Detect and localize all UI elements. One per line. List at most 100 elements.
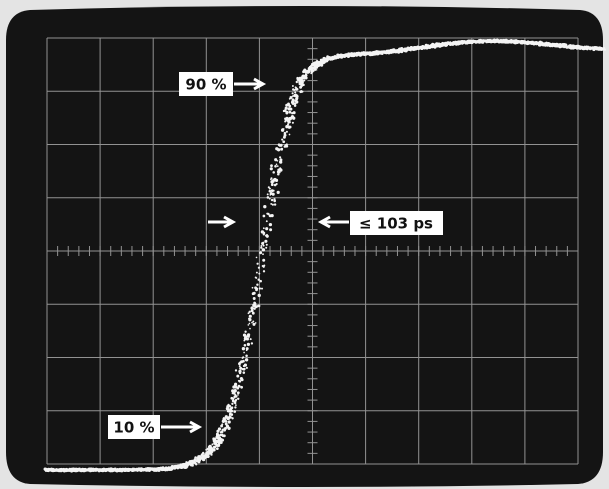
trace-dot xyxy=(234,402,236,404)
trace-dot xyxy=(244,337,247,340)
trace-dot xyxy=(266,234,268,236)
trace-dot xyxy=(248,336,250,338)
trace-dot xyxy=(344,54,347,57)
trace-dot xyxy=(197,459,200,462)
trace-dot xyxy=(598,48,600,50)
trace-dot xyxy=(263,215,266,218)
trace-dot xyxy=(265,247,267,249)
trace-dot xyxy=(213,440,216,443)
label: 10 % xyxy=(113,419,154,437)
trace-dot xyxy=(251,342,253,344)
trace-dot xyxy=(55,470,57,472)
trace-dot xyxy=(276,163,278,165)
trace-dot xyxy=(235,404,237,406)
trace-dot xyxy=(287,120,290,123)
trace-dot xyxy=(555,46,557,48)
trace-dot xyxy=(133,469,135,471)
trace-dot xyxy=(413,47,416,50)
trace-dot xyxy=(292,85,294,87)
trace-dot xyxy=(261,242,264,245)
trace-dot xyxy=(380,51,383,54)
label: ≤ 103 ps xyxy=(359,215,433,233)
trace-dot xyxy=(275,147,278,150)
trace-dot xyxy=(284,132,287,135)
trace-dot xyxy=(239,365,241,367)
trace-dot xyxy=(287,123,289,125)
trace-dot xyxy=(334,55,336,57)
trace-dot xyxy=(149,467,152,470)
trace-dot xyxy=(249,323,251,325)
trace-dot xyxy=(486,39,489,42)
trace-dot xyxy=(244,344,247,347)
trace-dot xyxy=(247,343,250,346)
trace-dot xyxy=(231,414,233,416)
trace-dot xyxy=(71,468,74,471)
trace-dot xyxy=(243,334,246,337)
trace-dot xyxy=(253,302,256,305)
trace-dot xyxy=(157,467,160,470)
trace-dot xyxy=(340,54,342,56)
trace-dot xyxy=(355,54,357,56)
trace-dot xyxy=(238,362,241,365)
trace-dot xyxy=(521,42,523,44)
trace-dot xyxy=(211,443,213,445)
trace-dot xyxy=(231,403,233,405)
trace-dot xyxy=(461,41,463,43)
trace-dot xyxy=(140,468,143,471)
trace-dot xyxy=(600,47,602,49)
trace-dot xyxy=(252,293,255,296)
trace-dot xyxy=(286,131,288,133)
trace-dot xyxy=(217,444,220,447)
trace-dot xyxy=(201,453,204,456)
trace-dot xyxy=(263,227,265,229)
page: 90 % 10 % ≤ 103 ps (() => { const data =… xyxy=(0,0,609,489)
trace-dot xyxy=(365,53,367,55)
trace-dot xyxy=(292,98,295,101)
trace-dot xyxy=(61,469,64,472)
trace-dot xyxy=(229,405,232,408)
trace-dot xyxy=(269,190,272,193)
trace-dot xyxy=(247,324,249,326)
trace-dot xyxy=(559,45,562,48)
trace-dot xyxy=(213,449,216,452)
trace-dot xyxy=(67,469,69,471)
trace-dot xyxy=(269,188,271,190)
trace-dot xyxy=(272,171,275,174)
trace-dot xyxy=(250,306,253,309)
trace-dot xyxy=(447,42,450,45)
trace-dot xyxy=(267,193,269,195)
trace-dot xyxy=(270,203,272,205)
trace-dot xyxy=(256,287,259,290)
trace-dot xyxy=(261,230,264,233)
trace-dot xyxy=(258,294,261,297)
trace-dot xyxy=(292,92,294,94)
trace-dot xyxy=(282,140,285,143)
trace-dot xyxy=(235,369,237,371)
trace-dot xyxy=(109,469,112,472)
trace-dot xyxy=(262,248,265,251)
trace-dot xyxy=(242,356,244,358)
trace-dot xyxy=(264,240,267,243)
trace-dot xyxy=(84,468,86,470)
trace-dot xyxy=(164,468,166,470)
trace-dot xyxy=(263,266,265,268)
trace-dot xyxy=(235,395,238,398)
trace-dot xyxy=(315,67,317,69)
trace-dot xyxy=(269,228,272,231)
trace-dot xyxy=(481,40,483,42)
trace-dot xyxy=(512,40,514,42)
trace-dot xyxy=(220,425,223,428)
trace-dot xyxy=(508,41,510,43)
trace-dot xyxy=(50,468,53,471)
trace-dot xyxy=(238,370,241,373)
trace-dot xyxy=(271,189,274,192)
trace-dot xyxy=(237,398,239,400)
trace-dot xyxy=(220,431,222,433)
trace-dot xyxy=(568,45,570,47)
trace-dot xyxy=(230,397,233,400)
trace-dot xyxy=(305,71,308,74)
trace-dot xyxy=(96,469,98,471)
trace-dot xyxy=(216,430,219,433)
trace-dot xyxy=(298,81,301,84)
trace-dot xyxy=(520,40,523,43)
